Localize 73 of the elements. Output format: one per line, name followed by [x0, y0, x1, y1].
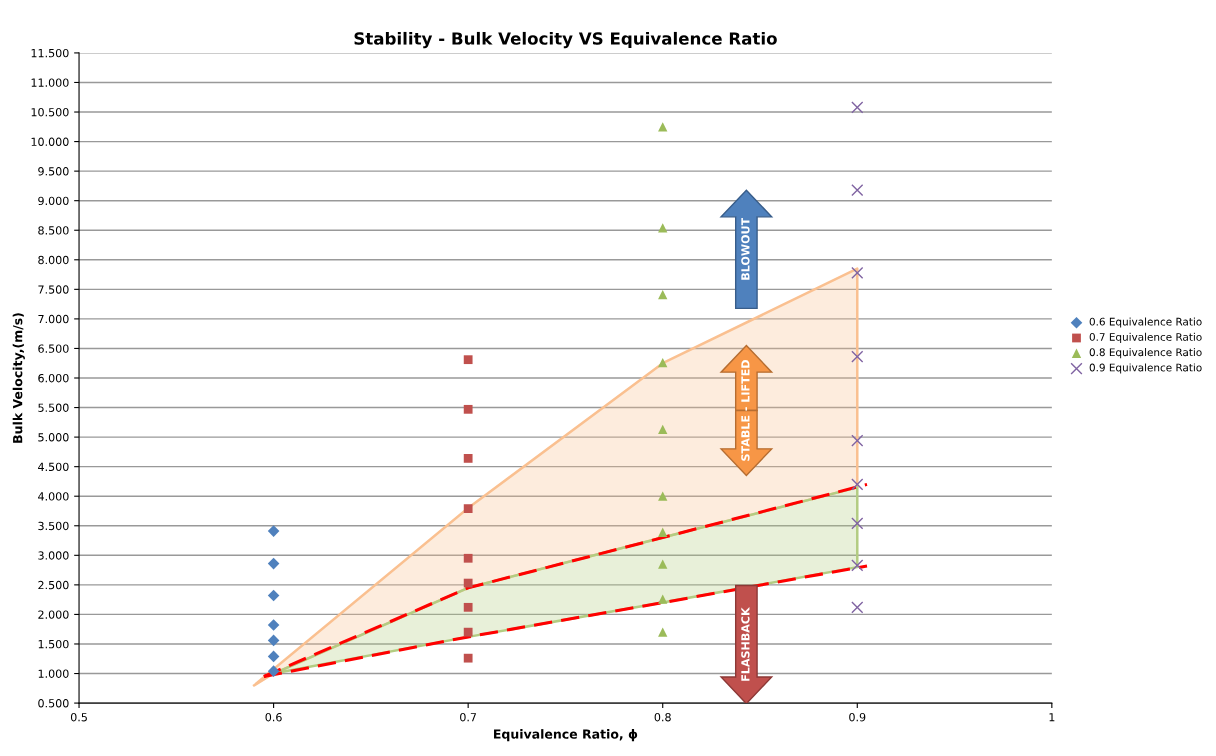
- point: [851, 434, 864, 447]
- point: [463, 453, 473, 463]
- x-tick-label: 1: [1049, 713, 1055, 722]
- point: [463, 504, 473, 514]
- point: [463, 627, 473, 637]
- point: [658, 559, 668, 569]
- legend-label: 0.6 Equivalence Ratio: [1089, 317, 1202, 328]
- y-tick-label: 6.500: [38, 344, 69, 353]
- point: [267, 634, 280, 647]
- point: [267, 665, 280, 677]
- y-tick-label: 9.500: [38, 167, 69, 176]
- legend-label: 0.9 Equivalence Ratio: [1089, 363, 1202, 374]
- point: [463, 602, 473, 612]
- y-tick-label: 11.500: [31, 48, 69, 58]
- y-tick-label: 8.500: [38, 226, 69, 235]
- point: [658, 223, 668, 233]
- point: [463, 355, 473, 365]
- y-tick-label: 5.000: [38, 433, 69, 442]
- y-tick-label: 2.500: [38, 580, 69, 590]
- point: [658, 424, 668, 435]
- point: [851, 601, 864, 614]
- point: [267, 619, 280, 631]
- annotation: BLOWOUT: [741, 217, 750, 280]
- point: [463, 553, 473, 563]
- point: [851, 559, 864, 572]
- point: [658, 491, 668, 501]
- y-tick-label: 9.000: [38, 196, 69, 206]
- point: [851, 350, 864, 363]
- y-tick-label: 4.000: [38, 492, 69, 501]
- y-tick-label: 2.000: [38, 610, 69, 619]
- y-tick-label: 3.500: [38, 521, 69, 531]
- point: [267, 650, 280, 663]
- point: [463, 653, 473, 663]
- chart-title: Stability - Bulk Velocity VS Equivalence Ratio: [354, 31, 777, 49]
- y-tick-label: 7.000: [38, 314, 69, 324]
- x-tick-label: 0.5: [70, 713, 87, 722]
- point: [463, 578, 473, 588]
- point: [267, 557, 280, 570]
- point: [851, 517, 864, 530]
- point: [463, 404, 473, 414]
- point: [658, 627, 668, 637]
- legend-label: 0.8 Equivalence Ratio: [1089, 348, 1202, 359]
- point: [658, 527, 668, 537]
- x-axis-title: Equivalence Ratio, ϕ: [494, 729, 638, 742]
- annotation: STABLE - LIFTED: [741, 360, 750, 461]
- y-tick-label: 4.500: [38, 462, 69, 472]
- point: [851, 266, 864, 279]
- x-tick-label: 0.7: [460, 713, 477, 722]
- annotation: FLASHBACK: [741, 607, 750, 681]
- y-tick-label: 8.000: [38, 255, 69, 265]
- point: [851, 101, 864, 114]
- point: [267, 525, 280, 537]
- y-tick-label: 5.500: [38, 403, 69, 412]
- y-tick-label: 10.500: [31, 108, 69, 117]
- y-tick-label: 10.000: [31, 137, 69, 146]
- y-tick-label: 3.000: [38, 551, 69, 560]
- point: [658, 594, 668, 604]
- y-tick-label: 11.000: [31, 78, 69, 87]
- x-tick-label: 0.9: [849, 713, 866, 722]
- y-tick-label: 7.500: [38, 285, 69, 294]
- y-axis-title: Bulk Velocity,(m/s): [12, 313, 25, 443]
- x-tick-label: 0.8: [654, 713, 671, 722]
- point: [267, 589, 280, 602]
- y-tick-label: 1.000: [38, 669, 69, 678]
- y-tick-label: 0.500: [38, 699, 69, 708]
- legend-label: 0.7 Equivalence Ratio: [1089, 332, 1202, 343]
- y-tick-label: 1.500: [38, 639, 69, 649]
- y-tick-label: 6.000: [38, 373, 69, 383]
- point: [658, 357, 668, 368]
- point: [658, 290, 668, 300]
- point: [851, 183, 864, 197]
- point: [851, 478, 864, 491]
- x-tick-label: 0.6: [265, 713, 282, 722]
